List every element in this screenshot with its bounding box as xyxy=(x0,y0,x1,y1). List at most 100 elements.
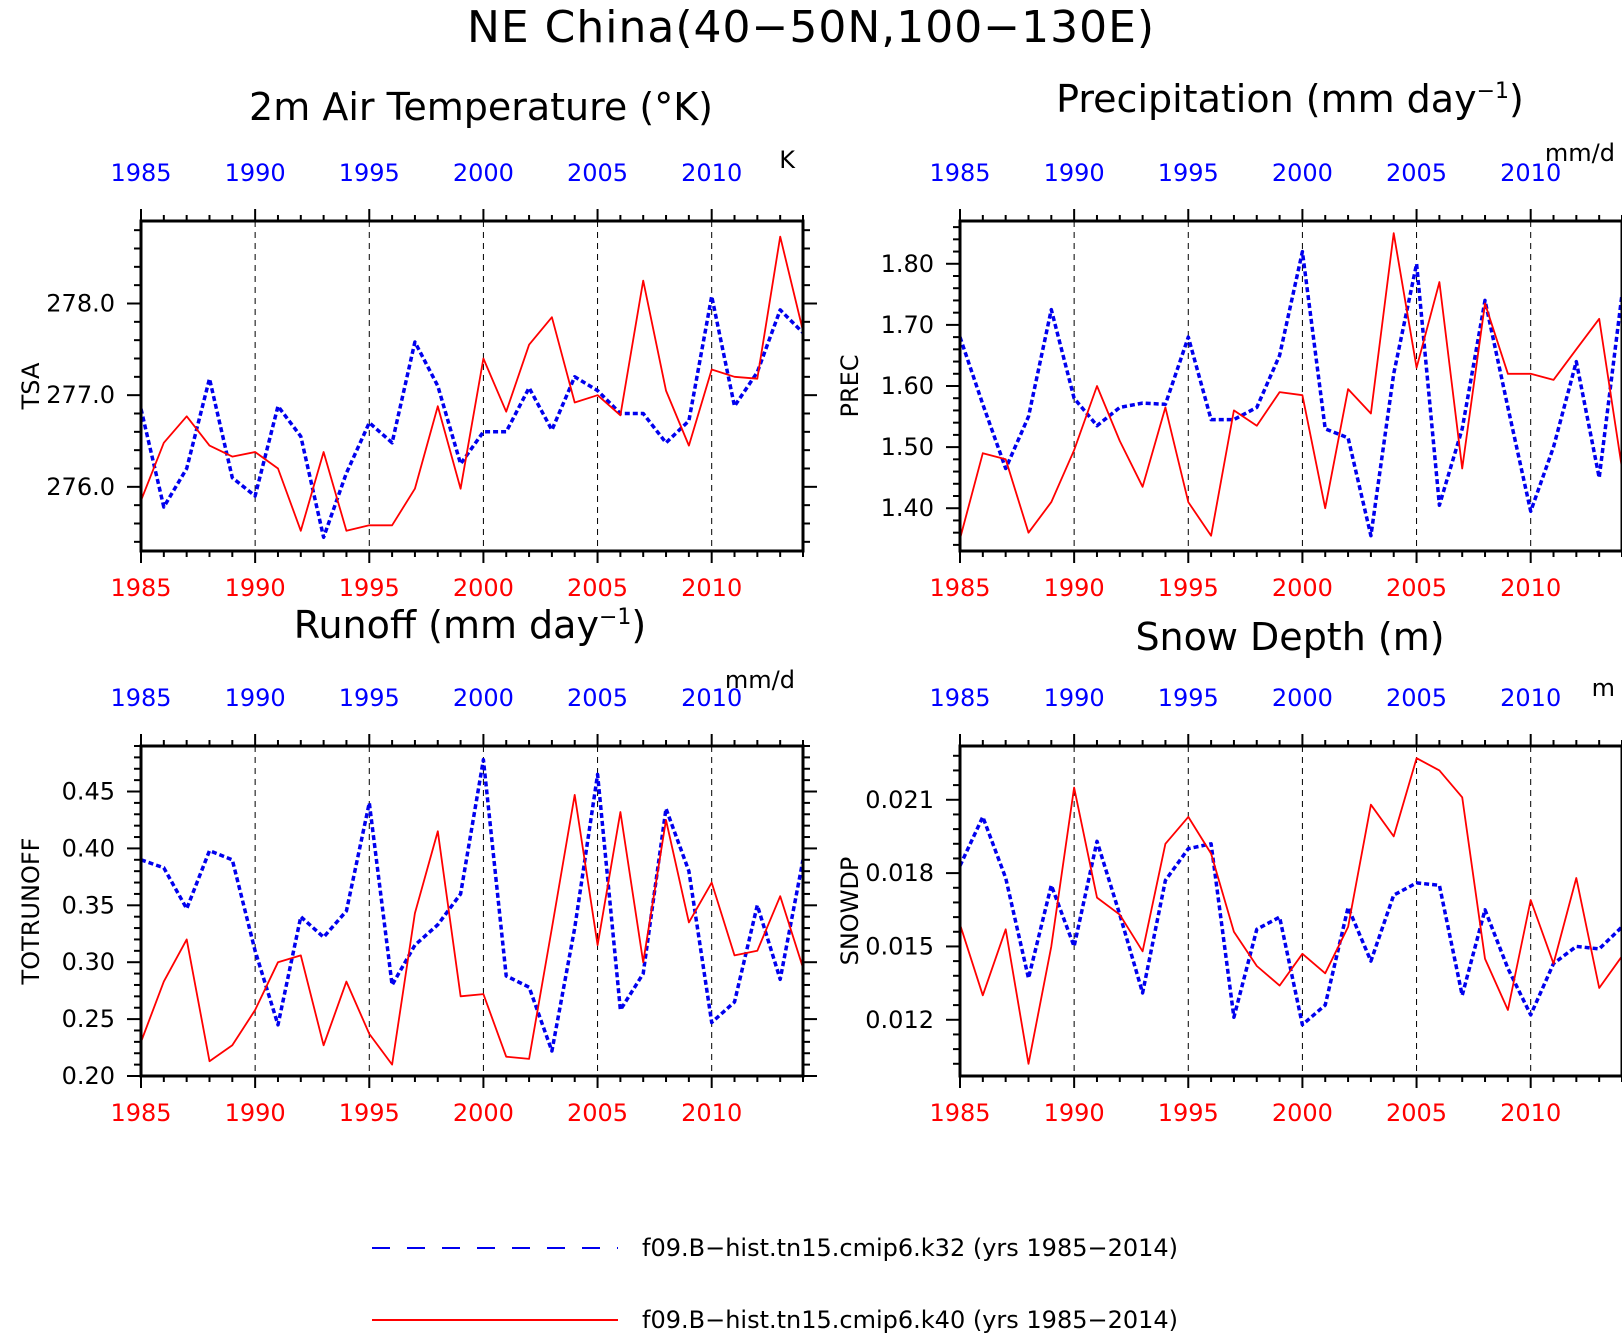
x-tick-label-top: 1990 xyxy=(1044,684,1105,712)
series-line-k40 xyxy=(141,235,803,532)
series-line-k40 xyxy=(960,757,1622,1065)
x-tick-label-bottom: 1985 xyxy=(110,574,171,602)
x-tick-label-top: 2010 xyxy=(1500,159,1561,187)
x-tick-label-bottom: 2005 xyxy=(1386,574,1447,602)
plot-frame xyxy=(139,744,805,1078)
series-line-k32 xyxy=(960,815,1622,1027)
x-tick-label-top: 2000 xyxy=(1272,684,1333,712)
main-title: NE China(40−50N,100−130E) xyxy=(466,2,1156,53)
panel-title: Precipitation (mm day−1) xyxy=(1056,77,1524,121)
y-tick-label: 277.0 xyxy=(46,381,115,409)
x-tick-label-bottom: 1990 xyxy=(225,1099,286,1127)
unit-label: m xyxy=(1592,674,1615,702)
y-tick-label: 278.0 xyxy=(46,290,115,318)
series-line-k40 xyxy=(960,232,1622,540)
y-axis-label: TOTRUNOFF xyxy=(17,838,45,986)
y-axis-label: TSA xyxy=(17,362,45,410)
x-tick-label-bottom: 2000 xyxy=(453,574,514,602)
x-tick-label-top: 2005 xyxy=(567,684,628,712)
x-tick-label-top: 1985 xyxy=(110,159,171,187)
y-tick-label: 276.0 xyxy=(46,473,115,501)
y-tick-label: 1.50 xyxy=(881,433,934,461)
panel-title-superscript: −1 xyxy=(1477,79,1509,104)
x-tick-label-bottom: 2005 xyxy=(567,574,628,602)
x-tick-label-bottom: 2000 xyxy=(1272,1099,1333,1127)
x-tick-label-top: 1990 xyxy=(225,684,286,712)
series-line-k32 xyxy=(960,249,1622,538)
x-tick-label-top: 1995 xyxy=(339,159,400,187)
panel-title-text: Precipitation (mm day xyxy=(1056,77,1476,121)
legend-label-k40: f09.B−hist.tn15.cmip6.k40 (yrs 1985−2014… xyxy=(642,1306,1178,1334)
series-line-k32 xyxy=(141,757,803,1053)
x-tick-label-top: 2010 xyxy=(681,684,742,712)
x-tick-label-bottom: 1995 xyxy=(339,1099,400,1127)
x-tick-label-top: 1995 xyxy=(339,684,400,712)
x-tick-label-bottom: 1995 xyxy=(1158,1099,1219,1127)
panel-tsa: 2m Air Temperature (°K) K TSA 1985 1985 1990 1… xyxy=(17,85,817,602)
y-tick-label: 0.45 xyxy=(62,778,115,806)
x-tick-label-bottom: 2010 xyxy=(1500,1099,1561,1127)
x-tick-label-bottom: 1990 xyxy=(1044,574,1105,602)
x-tick-label-top: 2010 xyxy=(1500,684,1561,712)
plot-frame xyxy=(139,219,805,553)
x-tick-label-top: 2000 xyxy=(453,684,514,712)
x-tick-label-top: 1985 xyxy=(110,684,171,712)
y-tick-label: 0.20 xyxy=(62,1062,115,1090)
x-tick-label-bottom: 2005 xyxy=(1386,1099,1447,1127)
series-line-k32 xyxy=(141,294,803,540)
y-tick-label: 1.60 xyxy=(881,372,934,400)
x-tick-label-bottom: 1985 xyxy=(110,1099,171,1127)
x-tick-label-top: 2005 xyxy=(1386,159,1447,187)
plot-frame xyxy=(958,219,1622,553)
panel-snowdp: Snow Depth (m) m SNOWDP 1985 1985 1990 1990 199… xyxy=(836,615,1622,1127)
x-tick-label-top: 2005 xyxy=(567,159,628,187)
x-tick-label-top: 1985 xyxy=(929,684,990,712)
unit-label: K xyxy=(779,146,796,174)
panel-title-text: 2m Air Temperature (°K) xyxy=(249,85,713,129)
x-tick-label-bottom: 2000 xyxy=(1272,574,1333,602)
x-tick-label-top: 1995 xyxy=(1158,684,1219,712)
panel-title-suffix: ) xyxy=(631,603,646,647)
x-tick-label-bottom: 2005 xyxy=(567,1099,628,1127)
unit-label: mm/d xyxy=(725,666,795,694)
y-tick-label: 0.021 xyxy=(865,786,934,814)
panel-title-superscript: −1 xyxy=(599,605,631,630)
x-tick-label-top: 1990 xyxy=(1044,159,1105,187)
x-tick-label-bottom: 2010 xyxy=(1500,574,1561,602)
legend: f09.B−hist.tn15.cmip6.k32 (yrs 1985−2014… xyxy=(372,1234,1178,1334)
x-tick-label-bottom: 1985 xyxy=(929,574,990,602)
panel-title: Snow Depth (m) xyxy=(1135,615,1444,659)
x-tick-label-bottom: 1990 xyxy=(1044,1099,1105,1127)
panel-title: Runoff (mm day−1) xyxy=(294,603,646,647)
y-tick-label: 0.30 xyxy=(62,948,115,976)
y-axis-label: SNOWDP xyxy=(836,857,864,966)
panel-title-suffix: ) xyxy=(1509,77,1524,121)
x-tick-label-top: 1995 xyxy=(1158,159,1219,187)
x-tick-label-bottom: 2000 xyxy=(453,1099,514,1127)
x-tick-label-top: 2000 xyxy=(1272,159,1333,187)
legend-label-k32: f09.B−hist.tn15.cmip6.k32 (yrs 1985−2014… xyxy=(642,1234,1178,1262)
x-tick-label-bottom: 2010 xyxy=(681,574,742,602)
panel-runoff: Runoff (mm day−1) mm/d TOTRUNOFF 1985 1985 19… xyxy=(17,603,817,1127)
x-tick-label-bottom: 1985 xyxy=(929,1099,990,1127)
panel-title-text: Snow Depth (m) xyxy=(1135,615,1444,659)
panel-title-text: Runoff (mm day xyxy=(294,603,599,647)
y-tick-label: 1.70 xyxy=(881,311,934,339)
series-line-k40 xyxy=(141,794,803,1066)
panel-title: 2m Air Temperature (°K) xyxy=(249,85,713,129)
x-tick-label-top: 1990 xyxy=(225,159,286,187)
panel-prec: Precipitation (mm day−1) mm/d PREC 1985 1985… xyxy=(836,77,1622,602)
y-tick-label: 1.40 xyxy=(881,494,934,522)
x-tick-label-bottom: 1990 xyxy=(225,574,286,602)
y-tick-label: 1.80 xyxy=(881,250,934,278)
y-tick-label: 0.018 xyxy=(865,859,934,887)
x-tick-label-bottom: 1995 xyxy=(339,574,400,602)
plot-frame xyxy=(958,744,1622,1078)
y-tick-label: 0.012 xyxy=(865,1006,934,1034)
y-tick-label: 0.40 xyxy=(62,834,115,862)
y-axis-label: PREC xyxy=(836,354,864,417)
x-tick-label-top: 2000 xyxy=(453,159,514,187)
y-tick-label: 0.25 xyxy=(62,1005,115,1033)
unit-label: mm/d xyxy=(1545,139,1615,167)
